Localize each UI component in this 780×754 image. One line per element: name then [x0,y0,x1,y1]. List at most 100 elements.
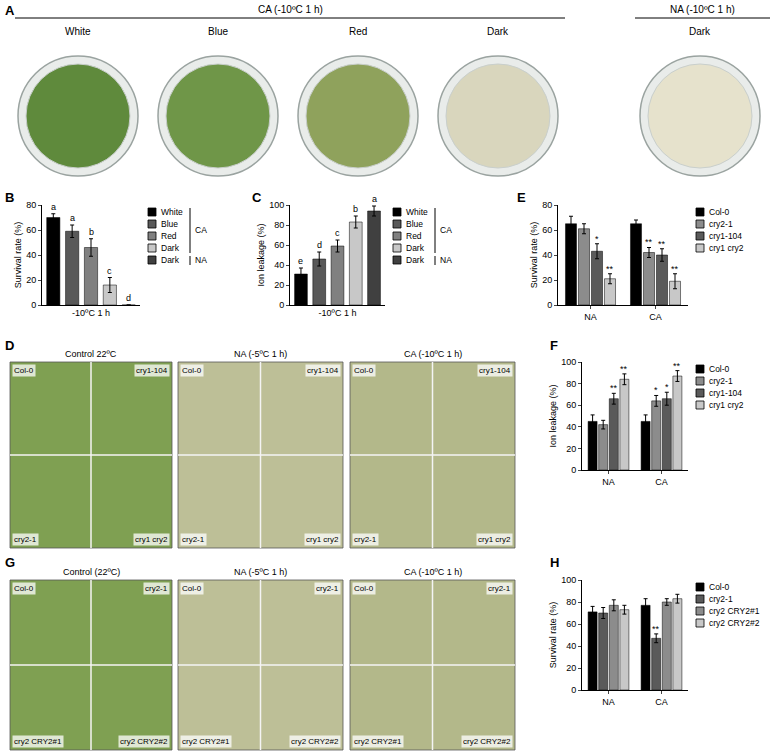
svg-text:Blue: Blue [161,219,178,229]
svg-text:CA: CA [655,697,668,707]
svg-text:NA: NA [602,477,615,487]
svg-text:cry2-1: cry2-1 [182,535,205,544]
svg-text:cry2-1: cry2-1 [709,594,733,604]
svg-text:cry1-104: cry1-104 [479,366,511,375]
svg-text:cry2-1: cry2-1 [145,584,168,593]
svg-text:Dark: Dark [161,255,180,265]
svg-text:20: 20 [566,663,576,673]
svg-text:White: White [65,26,91,37]
svg-text:CA: CA [440,225,452,235]
svg-text:CA: CA [649,312,662,322]
svg-text:*: * [665,382,669,392]
svg-text:CA (-10ºC 1 h): CA (-10ºC 1 h) [258,4,323,15]
svg-text:cry2-1: cry2-1 [488,584,511,593]
svg-text:a: a [372,194,377,204]
svg-text:cry1 cry2: cry1 cry2 [135,535,168,544]
svg-text:b: b [89,227,94,237]
svg-text:A: A [5,3,15,18]
svg-text:NA: NA [195,255,207,265]
svg-text:Red: Red [349,26,367,37]
svg-text:cry2 CRY2#2: cry2 CRY2#2 [120,737,168,746]
svg-text:Red: Red [406,231,422,241]
svg-text:0: 0 [571,465,576,475]
svg-text:40: 40 [542,250,552,260]
svg-text:G: G [5,555,15,570]
svg-text:cry1-104: cry1-104 [136,366,168,375]
svg-text:40: 40 [566,641,576,651]
svg-text:a: a [51,202,56,212]
svg-text:Dark: Dark [161,243,180,253]
svg-text:60: 60 [566,400,576,410]
svg-text:d: d [126,293,131,303]
svg-text:Dark: Dark [406,243,425,253]
svg-text:100: 100 [269,200,284,210]
svg-text:cry1 cry2: cry1 cry2 [709,243,744,253]
svg-text:Dark: Dark [406,255,425,265]
svg-text:cry2-1: cry2-1 [709,219,733,229]
svg-text:cry2 CRY2#2: cry2 CRY2#2 [291,737,339,746]
svg-text:*: * [595,234,599,244]
svg-text:Dark: Dark [487,26,509,37]
svg-text:**: ** [606,264,614,274]
svg-text:**: ** [620,364,628,374]
svg-text:60: 60 [566,619,576,629]
svg-text:cry1-104: cry1-104 [709,231,742,241]
svg-text:cry1 cry2: cry1 cry2 [709,400,744,410]
svg-text:40: 40 [26,250,36,260]
svg-text:**: ** [671,264,679,274]
svg-text:E: E [517,190,526,205]
svg-text:0: 0 [547,300,552,310]
svg-text:cry2-1: cry2-1 [316,584,339,593]
svg-text:Dark: Dark [689,26,711,37]
svg-text:cry2 CRY2#1: cry2 CRY2#1 [354,737,402,746]
svg-text:0: 0 [571,685,576,695]
svg-text:Col-0: Col-0 [182,366,202,375]
svg-text:Col-0: Col-0 [709,364,730,374]
svg-text:0: 0 [31,300,36,310]
svg-text:b: b [353,204,358,214]
svg-text:20: 20 [542,275,552,285]
svg-text:c: c [335,228,340,238]
svg-text:Survival rate (%): Survival rate (%) [529,222,539,289]
svg-text:B: B [5,190,14,205]
svg-text:NA: NA [584,312,597,322]
svg-text:cry2 CRY2#1: cry2 CRY2#1 [709,606,760,616]
svg-text:White: White [406,207,428,217]
svg-text:Survival rate (%): Survival rate (%) [13,222,23,289]
svg-text:60: 60 [26,225,36,235]
svg-text:Red: Red [161,231,177,241]
svg-text:80: 80 [566,379,576,389]
svg-text:NA: NA [602,697,615,707]
svg-text:Col-0: Col-0 [709,207,730,217]
svg-text:cry2 CRY2#2: cry2 CRY2#2 [709,618,760,628]
svg-text:Control 22ºC: Control 22ºC [65,349,117,359]
svg-text:80: 80 [566,597,576,607]
svg-text:40: 40 [566,422,576,432]
svg-text:20: 20 [274,280,284,290]
svg-text:0: 0 [279,300,284,310]
svg-text:**: ** [610,383,618,393]
svg-text:20: 20 [26,275,36,285]
svg-text:C: C [252,190,262,205]
svg-text:80: 80 [274,220,284,230]
svg-text:80: 80 [26,200,36,210]
svg-text:CA (-10ºC 1 h): CA (-10ºC 1 h) [404,567,462,577]
svg-text:cry2-1: cry2-1 [354,535,377,544]
svg-text:Col-0: Col-0 [354,584,374,593]
svg-text:Survival rate (%): Survival rate (%) [548,602,558,669]
svg-text:c: c [107,266,112,276]
svg-text:cry2 CRY2#1: cry2 CRY2#1 [182,737,230,746]
svg-text:cry2 CRY2#1: cry2 CRY2#1 [14,737,62,746]
svg-text:Col-0: Col-0 [182,584,202,593]
svg-text:-10ºC 1 h: -10ºC 1 h [72,308,110,318]
svg-text:Col-0: Col-0 [14,584,34,593]
svg-text:cry1 cry2: cry1 cry2 [478,535,511,544]
svg-text:NA (-10ºC 1 h): NA (-10ºC 1 h) [670,4,735,15]
svg-text:a: a [70,213,75,223]
svg-text:cry2-1: cry2-1 [14,535,37,544]
svg-text:-10ºC 1 h: -10ºC 1 h [319,308,357,318]
svg-text:H: H [550,555,559,570]
svg-text:**: ** [645,237,653,247]
svg-text:**: ** [658,239,666,249]
svg-text:CA (-10ºC 1 h): CA (-10ºC 1 h) [404,349,462,359]
